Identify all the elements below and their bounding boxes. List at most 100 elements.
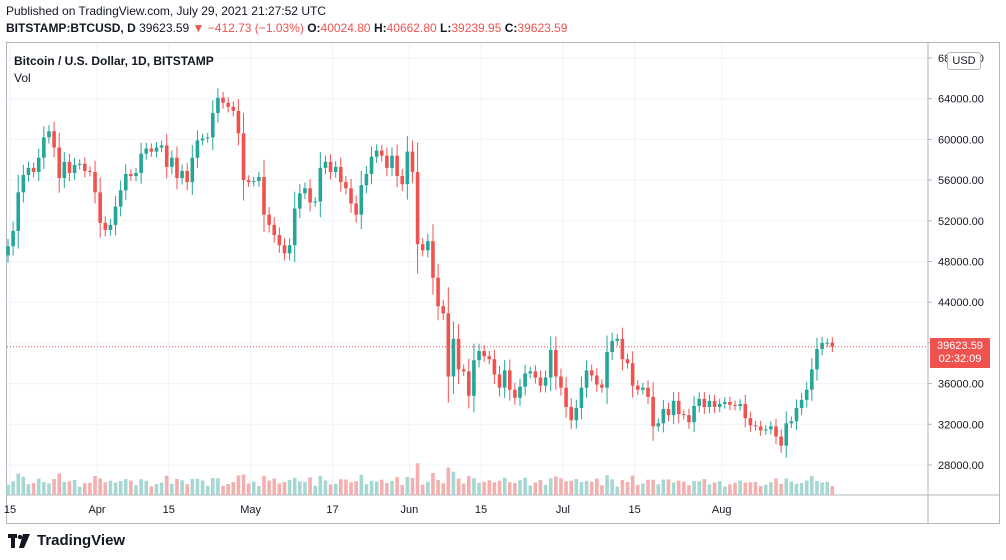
candle-body	[758, 426, 763, 431]
candle-body	[236, 110, 241, 134]
chart-legend-title: Bitcoin / U.S. Dollar, 1D, BITSTAMP	[14, 54, 214, 68]
candle-body	[589, 370, 594, 376]
volume-bar	[221, 485, 225, 495]
last-value: 39623.59	[139, 21, 190, 35]
volume-bar	[779, 483, 783, 495]
volume-bar	[543, 485, 548, 495]
candle-body	[170, 157, 174, 167]
x-tick-label: 17	[326, 504, 338, 516]
candle-body	[364, 173, 369, 186]
candle-body	[763, 429, 768, 431]
candle-body	[543, 377, 548, 386]
candle-body	[656, 423, 661, 427]
y-tick-label: 36000.00	[938, 379, 984, 391]
volume-bar	[328, 484, 333, 495]
candle-body	[446, 313, 451, 377]
candle-body	[779, 436, 783, 446]
volume-bar	[333, 483, 338, 495]
volume-bar	[257, 486, 261, 495]
low-label: L:	[440, 21, 452, 35]
volume-bar	[36, 478, 41, 495]
candle-body	[354, 203, 358, 215]
candle-body	[211, 112, 215, 138]
candle-body	[666, 409, 671, 416]
candle-body	[308, 188, 312, 203]
open-label: O:	[307, 21, 321, 35]
footer-brand[interactable]: TradingView	[8, 532, 125, 549]
candle-body	[369, 156, 374, 174]
x-tick-label: Jun	[400, 504, 418, 516]
volume-bar	[349, 482, 353, 495]
candle-body	[390, 155, 394, 168]
volume-bar	[415, 463, 420, 495]
candle-body	[292, 208, 297, 246]
brand-name: TradingView	[37, 532, 126, 549]
volume-bar	[799, 483, 804, 495]
candle-body	[769, 426, 773, 430]
volume-bar	[728, 484, 732, 495]
y-tick-label: 64000.00	[938, 94, 984, 106]
volume-bar	[292, 478, 297, 495]
volume-bar	[687, 485, 691, 495]
open-value: 40024.80	[320, 21, 371, 35]
candle-body	[451, 338, 456, 377]
candle-body	[267, 214, 271, 225]
candle-body	[697, 398, 701, 406]
x-tick-label: Jul	[556, 504, 570, 516]
candle-body	[538, 377, 543, 386]
volume-bar	[134, 485, 138, 495]
volume-bar	[379, 479, 384, 495]
candle-body	[728, 401, 732, 405]
candle-body	[584, 370, 589, 388]
volume-bar	[42, 482, 46, 495]
x-tick-label: 15	[475, 504, 487, 516]
candle-body	[277, 235, 282, 246]
candle-body	[702, 398, 707, 408]
volume-bar	[236, 475, 241, 495]
volume-bar	[6, 484, 10, 495]
volume-legend-label: Vol	[14, 71, 31, 85]
candle-body	[405, 151, 410, 185]
volume-bar	[451, 471, 456, 495]
candle-body	[574, 408, 579, 421]
candle-body	[72, 164, 77, 173]
candle-body	[323, 161, 328, 168]
candle-body	[164, 145, 169, 167]
volume-bar	[57, 473, 61, 495]
candle-body	[134, 172, 138, 177]
volume-bar	[446, 467, 451, 495]
volume-bar	[354, 481, 358, 495]
candle-body	[287, 245, 292, 254]
candle-body	[359, 185, 364, 215]
volume-bar	[11, 481, 15, 495]
candle-body	[799, 399, 804, 409]
y-tick-label: 44000.00	[938, 297, 984, 309]
candle-body	[712, 400, 717, 408]
candle-body	[610, 340, 614, 353]
candle-body	[26, 167, 31, 176]
volume-bar	[390, 481, 394, 495]
volume-bar	[123, 479, 128, 495]
candle-body	[794, 408, 799, 422]
candle-body	[103, 222, 108, 230]
volume-bar	[646, 479, 650, 495]
candle-body	[93, 171, 97, 193]
candle-body	[804, 389, 809, 400]
volume-bar	[763, 484, 768, 495]
candle-body	[620, 338, 625, 360]
volume-bar	[67, 481, 72, 495]
candle-body	[753, 425, 758, 427]
candle-body	[246, 180, 251, 183]
candle-body	[241, 133, 246, 181]
volume-bar	[241, 474, 246, 495]
volume-bar	[426, 481, 430, 495]
candle-body	[605, 352, 609, 388]
volume-bar	[308, 477, 312, 495]
currency-button[interactable]: USD	[947, 52, 981, 70]
close-label: C:	[504, 21, 518, 35]
volume-bar	[656, 484, 661, 495]
volume-bar	[129, 480, 133, 495]
volume-bar	[93, 476, 97, 495]
candle-body	[52, 131, 56, 148]
